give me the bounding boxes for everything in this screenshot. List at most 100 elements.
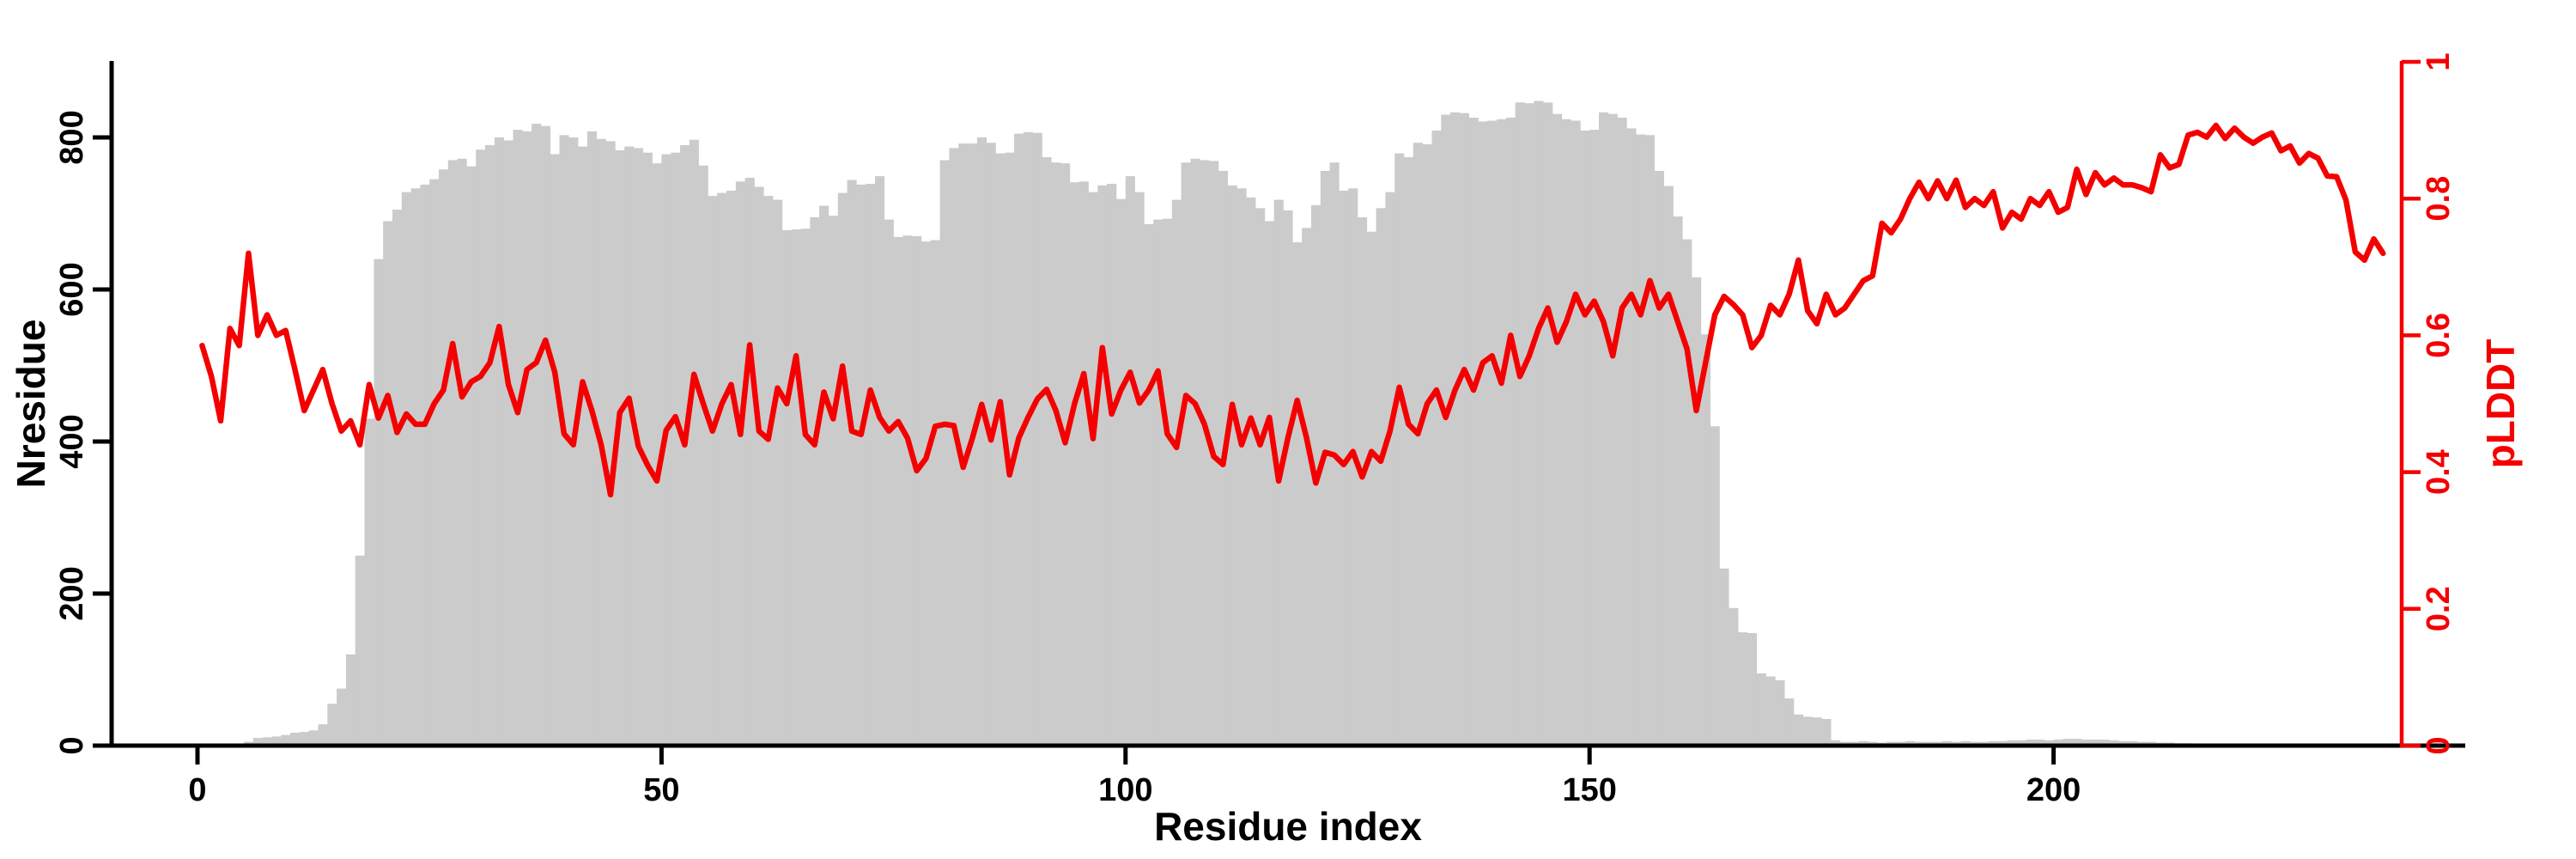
nresidue-bar (717, 192, 727, 745)
x-tick-label: 150 (1562, 772, 1616, 808)
nresidue-bar (2118, 740, 2129, 745)
nresidue-bar (1431, 131, 1442, 745)
nresidue-bar (1422, 144, 1432, 745)
left-tick-label: 400 (54, 414, 90, 468)
nresidue-bar (1292, 242, 1303, 745)
nresidue-bar (476, 149, 486, 745)
nresidue-bar (383, 221, 393, 745)
nresidue-bar (800, 228, 811, 745)
nresidue-bar (1645, 135, 1656, 745)
nresidue-bar (1348, 188, 1358, 745)
nresidue-bar (1682, 239, 1692, 745)
nresidue-bar (1728, 607, 1739, 745)
nresidue-bar (615, 150, 625, 745)
nresidue-bar (262, 737, 272, 745)
nresidue-bar (1005, 152, 1015, 745)
nresidue-bar (624, 146, 635, 745)
nresidue-bar (735, 181, 746, 745)
nresidue-bar (1450, 112, 1461, 745)
nresidue-bar (986, 143, 996, 745)
nresidue-bar (689, 139, 699, 745)
nresidue-bar (1895, 741, 1906, 745)
nresidue-bar (1283, 210, 1293, 745)
left-tick-label: 0 (54, 736, 90, 754)
nresidue-bar (1886, 741, 1897, 745)
nresidue-bar (2146, 741, 2156, 745)
nresidue-bar (1302, 228, 1312, 745)
nresidue-bar (308, 730, 319, 745)
left-tick-label: 600 (54, 262, 90, 316)
nresidue-bar (1070, 182, 1080, 745)
nresidue-bar (290, 733, 301, 745)
nresidue-bar (1236, 188, 1247, 745)
nresidue-bar (1088, 192, 1098, 745)
nresidue-bar (847, 180, 857, 745)
left-axis-title: Nresidue (9, 319, 53, 489)
nresidue-bar (1032, 132, 1042, 745)
nresidue-bar (1413, 143, 1423, 745)
nresidue-bar (1580, 131, 1590, 745)
nresidue-bar (791, 229, 801, 745)
nresidue-bar (327, 704, 337, 745)
nresidue-bar (1589, 130, 1600, 745)
nresidue-bar (893, 236, 903, 745)
nresidue-bar (866, 184, 876, 745)
nresidue-bar (1561, 119, 1571, 745)
nresidue-bar (1534, 101, 1544, 745)
nresidue-bar (1078, 181, 1089, 745)
nresidue-bar (1710, 426, 1720, 745)
nresidue-bar (828, 216, 839, 745)
nresidue-bar (773, 199, 783, 745)
nresidue-bar (1663, 186, 1674, 745)
left-tick-label: 800 (54, 110, 90, 164)
nresidue-bar (1255, 208, 1266, 745)
nresidue-bar (1376, 208, 1386, 745)
nresidue-bar (252, 738, 263, 745)
nresidue-bar (1134, 192, 1145, 745)
nresidue-bar (1673, 216, 1683, 745)
nresidue-bar (494, 137, 505, 745)
nresidue-bar (1552, 113, 1563, 745)
nresidue-bar (1144, 223, 1154, 745)
nresidue-bar (1042, 157, 1052, 745)
nresidue-bar (1951, 741, 1961, 745)
nresidue-bar (1107, 184, 1117, 745)
nresidue-bar (2016, 740, 2026, 745)
nresidue-bar (1607, 113, 1618, 745)
nresidue-bar (1441, 114, 1451, 745)
nresidue-bar (513, 130, 523, 745)
nresidue-bar (1163, 218, 1173, 745)
right-tick-label: 0.6 (2421, 313, 2457, 358)
nresidue-bar (1923, 741, 1934, 745)
nresidue-bar (522, 131, 532, 745)
nresidue-bar (586, 131, 598, 745)
nresidue-bar (763, 196, 774, 745)
nresidue-bar (1487, 120, 1498, 745)
nresidue-bar (1524, 103, 1534, 745)
nresidue-bar (939, 160, 950, 745)
nresidue-bar (1617, 118, 1627, 745)
nresidue-bar (1821, 719, 1832, 745)
nresidue-bar (1171, 199, 1182, 745)
nresidue-bar (1459, 113, 1470, 745)
nresidue-bar (958, 143, 969, 745)
nresidue-bar (642, 152, 653, 745)
nresidue-bar (1636, 134, 1646, 745)
nresidue-bar (1543, 102, 1553, 745)
nresidue-bar (1914, 741, 1924, 745)
nresidue-bar (1868, 741, 1878, 745)
nresidue-bar (1116, 198, 1127, 745)
nresidue-bar (550, 154, 560, 745)
nresidue-bar (819, 205, 829, 745)
nresidue-bar (1339, 191, 1349, 745)
bar-series-nresidue (234, 101, 2202, 745)
nresidue-bar (1849, 741, 1859, 745)
nresidue-bar (532, 124, 542, 745)
nresidue-bar (345, 654, 356, 745)
x-axis-title: Residue index (1154, 804, 1422, 849)
nresidue-bar (1515, 102, 1525, 745)
x-tick-label: 50 (643, 772, 679, 808)
nresidue-bar (1858, 740, 1868, 745)
